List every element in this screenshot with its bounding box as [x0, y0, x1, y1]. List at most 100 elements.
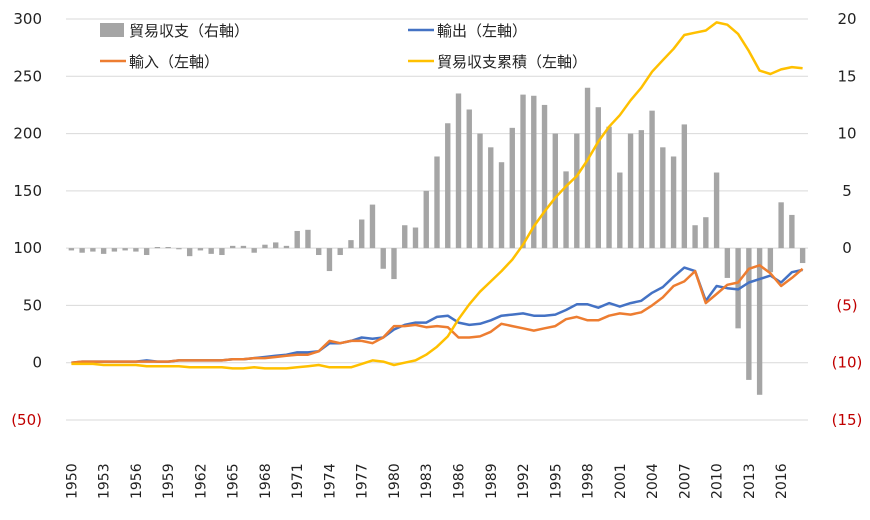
trade-balance-bar [423, 190, 429, 249]
x-axis-tick-label: 1953 [97, 463, 113, 499]
legend-label: 輸出（左軸） [437, 22, 527, 40]
x-axis-tick-label: 1992 [516, 463, 532, 499]
trade-balance-bar [273, 242, 279, 249]
trade-balance-bar [498, 162, 505, 249]
trade-balance-bar [606, 126, 612, 249]
trade-balance-bar [563, 171, 569, 249]
trade-balance-bar [111, 248, 118, 252]
trade-balance-bar [197, 248, 204, 251]
x-axis-tick-label: 2004 [645, 463, 661, 499]
trade-balance-bar [638, 130, 645, 249]
trade-balance-bar [552, 133, 558, 249]
trade-balance-bar [165, 246, 171, 249]
x-axis-tick-label: 1965 [226, 463, 242, 499]
x-axis: 1950 1953 1956 1959 1962 1965 1968 1971 1974 1977… [64, 463, 790, 499]
trade-balance-bar [627, 133, 634, 249]
right-axis-tick-label: (10) [832, 354, 863, 372]
x-axis-tick-label: 2010 [710, 463, 726, 499]
line-series [71, 21, 804, 370]
trade-balance-bar [154, 246, 161, 249]
trade-balance-bar [584, 87, 591, 249]
left-axis-tick-label: (50) [11, 411, 42, 429]
x-axis-tick-label: 2016 [774, 463, 790, 499]
trade-balance-bar [316, 248, 322, 256]
imports-line [71, 264, 804, 364]
trade-balance-bar [143, 248, 150, 256]
trade-balance-bar [681, 124, 688, 249]
trade-balance-bar [799, 248, 806, 264]
x-axis-tick-label: 1977 [355, 463, 371, 499]
trade-balance-bar [229, 245, 236, 249]
right-axis-tick-label: 10 [837, 125, 856, 143]
trade-balance-bar [391, 248, 397, 280]
trade-balance-bar [176, 248, 182, 250]
trade-balance-bar [617, 172, 623, 249]
trade-balance-bar [369, 204, 376, 249]
right-axis: 20 15 10 5 0 (5) (10) (15) [832, 10, 863, 429]
exports-line [71, 266, 803, 364]
x-axis-tick-label: 1956 [129, 463, 145, 499]
x-axis-tick-label: 1989 [484, 463, 500, 499]
x-axis-tick-label: 1971 [290, 463, 306, 499]
trade-balance-bar [660, 147, 666, 249]
x-axis-tick-label: 1986 [452, 463, 468, 499]
trade-balance-bar [649, 110, 655, 249]
x-axis-tick-label: 1983 [419, 463, 435, 499]
left-axis-tick-label: 150 [13, 182, 42, 200]
trade-balance-bar [283, 245, 290, 249]
trade-balance-bar [262, 244, 268, 249]
trade-balance-bar [778, 202, 784, 249]
trade-balance-bar [348, 240, 354, 249]
trade-balance-bar [412, 227, 419, 249]
right-axis-tick-label: (15) [832, 411, 863, 429]
trade-balance-bar [789, 214, 795, 249]
trade-balance-bar [767, 248, 774, 273]
trade-balance-bar [100, 248, 107, 254]
x-axis-tick-label: 2013 [742, 463, 758, 499]
trade-balance-bar [186, 248, 193, 257]
x-axis-tick-label: 1980 [387, 463, 403, 499]
trade-balance-bar [79, 248, 85, 253]
left-axis-tick-label: 250 [13, 67, 42, 85]
x-axis-tick-label: 1998 [581, 463, 597, 499]
right-axis-tick-label: 5 [842, 182, 852, 200]
trade-balance-bar [434, 156, 440, 249]
trade-balance-bar [90, 248, 96, 252]
legend-item-imports: 輸入（左軸） [100, 53, 219, 71]
trade-balance-bar [724, 248, 731, 278]
legend-label: 貿易収支累積（左軸） [437, 53, 587, 71]
trade-balance-bar [531, 95, 537, 249]
right-axis-tick-label: (5) [836, 296, 857, 314]
legend-label: 貿易収支（右軸） [129, 22, 249, 40]
trade-balance-bar [133, 248, 139, 252]
trade-balance-bar [466, 109, 472, 249]
trade-balance-bar [488, 147, 494, 249]
trade-balance-bar [68, 248, 75, 251]
trade-balance-bar [670, 156, 677, 249]
legend-swatch [100, 23, 124, 37]
legend: 貿易収支（右軸） 輸出（左軸） 輸入（左軸） 貿易収支累積（左軸） [100, 22, 587, 71]
trade-balance-bar [746, 248, 752, 380]
trade-balance-bar [455, 93, 462, 249]
x-axis-tick-label: 1968 [258, 463, 274, 499]
trade-balance-bar [359, 219, 365, 249]
x-axis-tick-label: 1962 [193, 463, 209, 499]
x-axis-tick-label: 1959 [161, 463, 177, 499]
trade-balance-bar [337, 248, 343, 256]
trade-balance-bar [251, 248, 257, 253]
legend-item-exports: 輸出（左軸） [408, 22, 527, 40]
trade-balance-bar [541, 104, 548, 249]
trade-balance-bar [122, 248, 128, 251]
x-axis-tick-label: 1950 [64, 463, 80, 499]
trade-balance-bar [240, 245, 247, 249]
left-axis-tick-label: 300 [13, 10, 42, 28]
right-axis-tick-label: 0 [842, 239, 852, 257]
trade-balance-bar [477, 133, 483, 249]
left-axis: 300 250 200 150 100 50 0 (50) [11, 10, 42, 429]
right-axis-tick-label: 20 [837, 10, 856, 28]
left-axis-tick-label: 0 [32, 354, 42, 372]
trade-balance-bar [326, 248, 333, 272]
trade-balance-bar [574, 133, 580, 249]
legend-item-trade_balance: 貿易収支（右軸） [100, 22, 249, 40]
